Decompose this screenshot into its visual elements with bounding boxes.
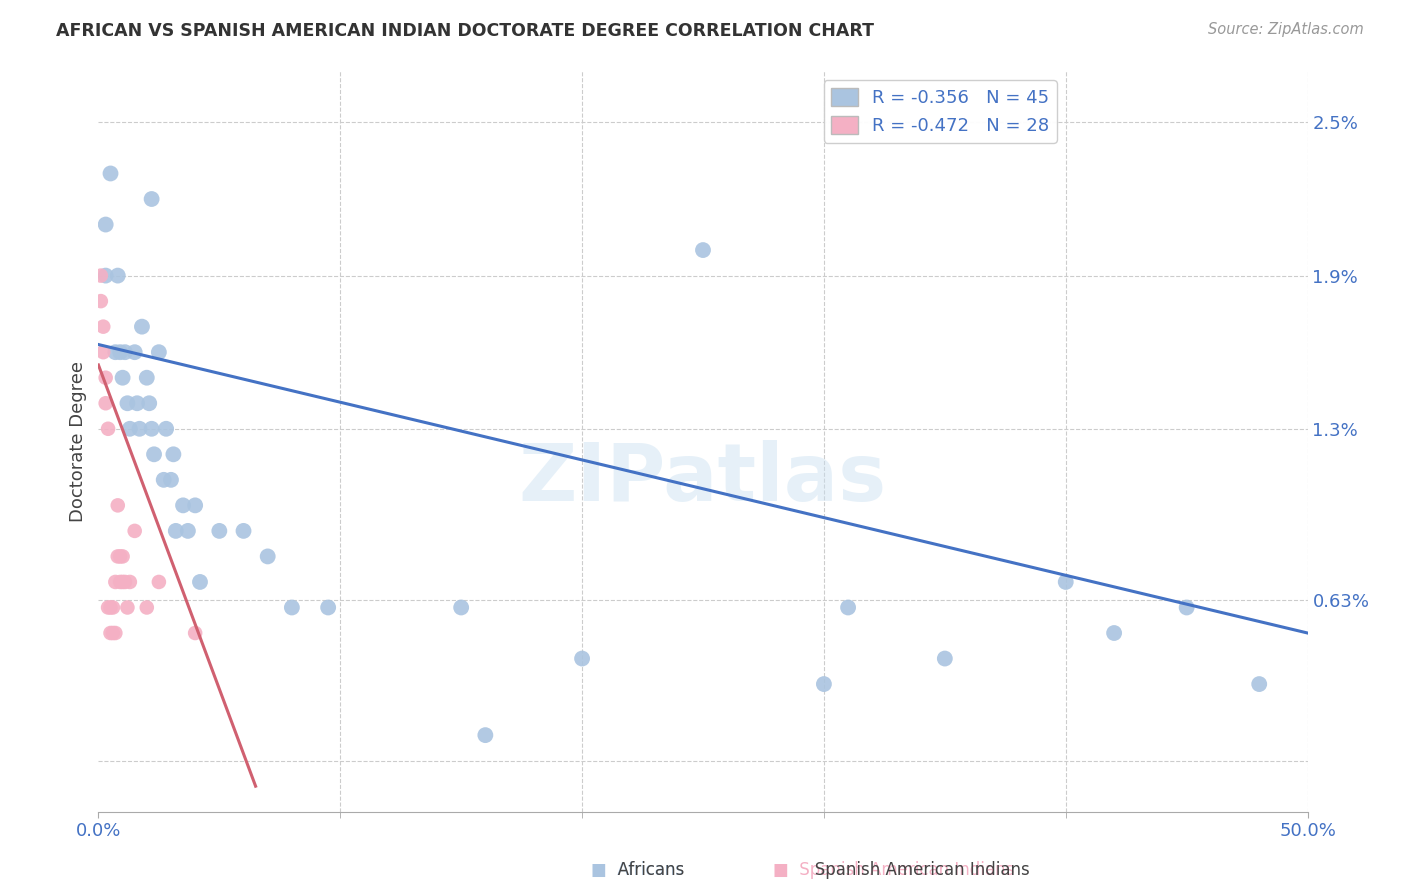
Point xyxy=(141,422,163,436)
Text: Africans: Africans xyxy=(603,861,685,879)
Text: AFRICAN VS SPANISH AMERICAN INDIAN DOCTORATE DEGREE CORRELATION CHART: AFRICAN VS SPANISH AMERICAN INDIAN DOCTO… xyxy=(56,22,875,40)
Point xyxy=(94,396,117,410)
Point xyxy=(165,524,187,538)
Point xyxy=(94,370,117,384)
Point xyxy=(232,524,254,538)
Point xyxy=(107,268,129,283)
Point xyxy=(160,473,183,487)
Point xyxy=(148,345,170,359)
Point xyxy=(117,600,139,615)
Point xyxy=(1175,600,1198,615)
Point xyxy=(135,600,157,615)
Point xyxy=(97,422,120,436)
Point xyxy=(101,626,124,640)
Point xyxy=(118,422,141,436)
Point xyxy=(1054,574,1077,589)
Point xyxy=(124,524,146,538)
Text: ZIPatlas: ZIPatlas xyxy=(519,440,887,517)
Point xyxy=(118,574,141,589)
Point xyxy=(813,677,835,691)
Point xyxy=(143,447,166,461)
Point xyxy=(100,600,122,615)
Point xyxy=(94,218,117,232)
Point xyxy=(934,651,956,665)
Point xyxy=(155,422,177,436)
Point xyxy=(94,268,117,283)
Point xyxy=(104,574,127,589)
Point xyxy=(162,447,184,461)
Point xyxy=(474,728,496,742)
Point xyxy=(208,524,231,538)
Point xyxy=(107,549,129,564)
Point xyxy=(131,319,153,334)
Point xyxy=(104,345,127,359)
Point xyxy=(107,499,129,513)
Point xyxy=(104,626,127,640)
Point xyxy=(111,370,134,384)
Legend: R = -0.356   N = 45, R = -0.472   N = 28: R = -0.356 N = 45, R = -0.472 N = 28 xyxy=(824,80,1057,143)
Point xyxy=(184,626,207,640)
Point xyxy=(152,473,174,487)
Point xyxy=(128,422,150,436)
Y-axis label: Doctorate Degree: Doctorate Degree xyxy=(69,361,87,522)
Point xyxy=(91,319,114,334)
Point xyxy=(114,574,136,589)
Point xyxy=(90,294,112,309)
Point xyxy=(316,600,339,615)
Point xyxy=(1249,677,1271,691)
Point xyxy=(138,396,160,410)
Point xyxy=(108,574,131,589)
Point xyxy=(141,192,163,206)
Point xyxy=(101,600,124,615)
Point xyxy=(108,345,131,359)
Point xyxy=(100,166,122,180)
Point xyxy=(114,345,136,359)
Text: Spanish American Indians: Spanish American Indians xyxy=(799,861,1031,879)
Point xyxy=(127,396,149,410)
Text: Source: ZipAtlas.com: Source: ZipAtlas.com xyxy=(1208,22,1364,37)
Point xyxy=(91,345,114,359)
Point xyxy=(1102,626,1125,640)
Text: ■  Africans: ■ Africans xyxy=(591,861,683,879)
Point xyxy=(124,345,146,359)
Point xyxy=(111,549,134,564)
Point xyxy=(692,243,714,257)
Point xyxy=(135,370,157,384)
Point xyxy=(837,600,859,615)
Point xyxy=(188,574,211,589)
Point xyxy=(571,651,593,665)
Point xyxy=(256,549,278,564)
Point xyxy=(172,499,194,513)
Point xyxy=(184,499,207,513)
Point xyxy=(111,574,134,589)
Point xyxy=(117,396,139,410)
Point xyxy=(97,600,120,615)
Point xyxy=(177,524,200,538)
Point xyxy=(148,574,170,589)
Text: ■  Spanish American Indians: ■ Spanish American Indians xyxy=(773,861,1015,879)
Point xyxy=(450,600,472,615)
Point xyxy=(90,268,112,283)
Point xyxy=(100,626,122,640)
Point xyxy=(108,549,131,564)
Point xyxy=(281,600,304,615)
